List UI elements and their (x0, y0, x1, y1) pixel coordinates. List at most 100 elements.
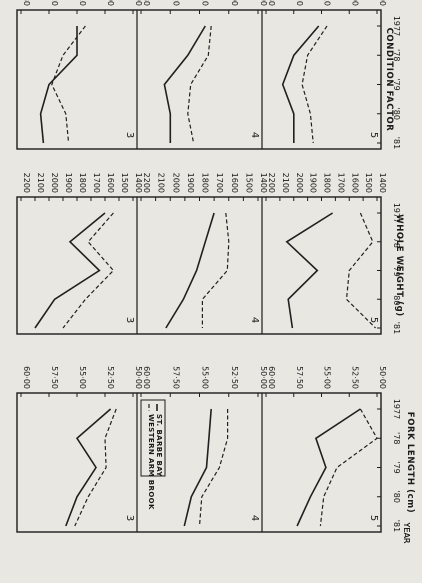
x-tick-label: '81 (392, 137, 401, 149)
y-tick-label: 0·90 (378, 0, 387, 6)
x-tick-label: 1977 (392, 399, 401, 419)
y-tick-label: 52·50 (350, 366, 359, 389)
panel-age-label: 5 (368, 132, 379, 138)
x-tick-label: '78 (392, 49, 401, 61)
y-tick-label: 1900 (309, 173, 318, 193)
panel-age-label: 3 (124, 515, 135, 521)
chart-frame (16, 9, 382, 150)
y-tick-label: 2200 (22, 173, 31, 193)
y-tick-label: 1800 (78, 173, 87, 193)
x-tick-label: 1977 (392, 16, 401, 36)
legend-label-western-arm-brook: WESTERN ARM BROOK (147, 414, 155, 510)
y-tick-label: 1400 (259, 173, 268, 193)
y-tick-label: 57·50 (295, 366, 304, 389)
series-line-st-barbe-bay (183, 408, 212, 527)
y-tick-label: 57·50 (171, 366, 180, 389)
y-tick-label: 1·10 (201, 0, 210, 6)
y-tick-label: 1600 (230, 173, 239, 193)
y-tick-label: 50·00 (134, 366, 143, 389)
y-tick-label: 1·00 (230, 0, 239, 6)
x-tick-label: '80 (392, 293, 401, 305)
y-tick-label: 1900 (64, 173, 73, 193)
panel-age-label: 4 (249, 132, 260, 138)
series-line-western-arm-brook (74, 408, 117, 527)
series-line-western-arm-brook (319, 408, 378, 527)
y-tick-label: 2000 (295, 173, 304, 193)
series-line-st-barbe-bay (163, 25, 206, 143)
panel-age-label: 4 (249, 515, 260, 521)
y-tick-label: 2200 (267, 173, 276, 193)
panel-age-label: 5 (368, 515, 379, 521)
y-axis-label: WHOLE WEIGHT (g) (394, 214, 404, 317)
y-tick-label: 1800 (323, 173, 332, 193)
x-axis-label: YEAR (402, 522, 411, 544)
y-tick-label: 1500 (364, 173, 373, 193)
y-tick-label: 2100 (281, 173, 290, 193)
y-tick-label: 60·00 (22, 366, 31, 389)
y-tick-label: 1·20 (171, 0, 180, 6)
y-tick-label: 2100 (36, 173, 45, 193)
series-line-western-arm-brook (62, 212, 115, 329)
x-tick-label: '78 (392, 432, 401, 444)
series-line-western-arm-brook (201, 212, 230, 328)
y-tick-label: 1·20 (50, 0, 59, 6)
y-tick-label: 52·50 (230, 366, 239, 389)
series-line-st-barbe-bay (39, 26, 78, 144)
y-tick-label: 1·20 (295, 0, 304, 6)
y-tick-label: 1·00 (350, 0, 359, 6)
y-tick-label: 1·10 (78, 0, 87, 6)
y-tick-label: 50·00 (378, 366, 387, 389)
x-tick-label: '79 (392, 264, 401, 276)
legend-box (140, 399, 166, 477)
y-tick-label: 2000 (171, 173, 180, 193)
y-tick-label: 1800 (201, 173, 210, 193)
x-tick-label: '79 (392, 78, 401, 90)
y-tick-label: 0·90 (134, 0, 143, 6)
series-line-western-arm-brook (51, 25, 86, 144)
y-tick-label: 1700 (92, 173, 101, 193)
y-tick-label: 2100 (157, 173, 166, 193)
series-line-st-barbe-bay (281, 25, 320, 143)
y-axis-label: CONDITION FACTOR (384, 28, 394, 132)
y-tick-label: 60·00 (267, 366, 276, 389)
panel-age-label: 4 (249, 317, 260, 323)
x-tick-label: '78 (392, 236, 401, 248)
y-tick-label: 2200 (142, 173, 151, 193)
y-tick-label: 1·30 (22, 0, 31, 6)
y-axis-label: FORK LENGTH (cm) (405, 412, 415, 513)
series-line-st-barbe-bay (296, 408, 361, 527)
x-tick-label: '81 (392, 322, 401, 334)
y-tick-label: 55·00 (323, 366, 332, 389)
panel-age-label: 3 (124, 132, 135, 138)
y-tick-label: 1·00 (106, 0, 115, 6)
y-tick-label: 1400 (378, 173, 387, 193)
y-tick-label: 52·50 (106, 366, 115, 389)
series-line-western-arm-brook (301, 25, 328, 144)
x-tick-label: '81 (392, 520, 401, 532)
y-tick-label: 0·90 (259, 0, 268, 6)
x-axis-label: YEAR (402, 522, 411, 544)
chart-2: WHOLE WEIGHT (g)1977'78'79'80'81YEAR1400… (16, 173, 411, 544)
panel-age-label: 3 (124, 317, 135, 323)
chart-3: CONDITION FACTOR1977'78'79'80'81YEAR0·90… (16, 0, 411, 544)
series-line-st-barbe-bay (65, 408, 112, 527)
y-tick-label: 2000 (50, 173, 59, 193)
series-line-st-barbe-bay (285, 212, 334, 329)
x-axis-label: YEAR (402, 522, 411, 544)
y-tick-label: 1500 (120, 173, 129, 193)
y-tick-label: 1600 (106, 173, 115, 193)
series-line-st-barbe-bay (165, 212, 215, 329)
series-line-western-arm-brook (187, 25, 212, 144)
y-tick-label: 1400 (134, 173, 143, 193)
x-tick-label: '80 (392, 108, 401, 120)
x-tick-label: '79 (392, 461, 401, 473)
y-tick-label: 50·00 (259, 366, 268, 389)
y-tick-label: 1600 (350, 173, 359, 193)
y-tick-label: 57·50 (50, 366, 59, 389)
chart-1: FORK LENGTH (cm) 1977 '78 '79 '80 '81 YEAR 50·0… (16, 366, 415, 544)
y-tick-label: 1700 (336, 173, 345, 193)
y-tick-label: 1900 (186, 173, 195, 193)
series-line-western-arm-brook (345, 212, 377, 329)
